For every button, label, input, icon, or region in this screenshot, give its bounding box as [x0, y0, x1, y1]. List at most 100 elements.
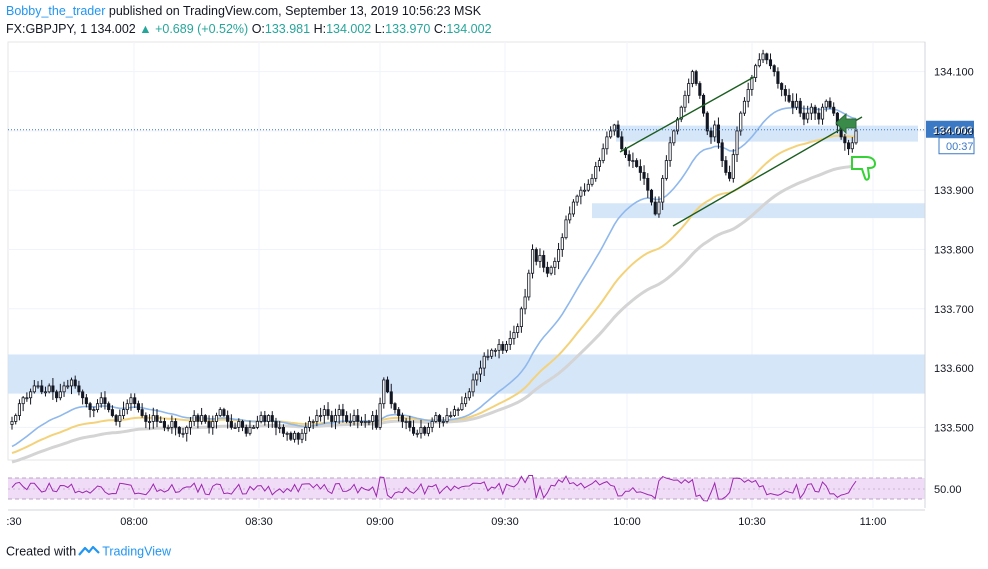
candle-body — [66, 385, 70, 388]
candle-body — [400, 415, 404, 422]
x-tick-label: 09:00 — [366, 516, 394, 528]
candle-body — [534, 249, 538, 262]
candle-body — [363, 421, 367, 423]
candle-body — [720, 142, 724, 161]
candle-body — [597, 160, 602, 167]
candle-body — [259, 415, 263, 422]
candle-body — [300, 432, 304, 440]
candle-body — [151, 415, 155, 422]
candle-body — [95, 403, 100, 411]
candle-body — [426, 426, 430, 434]
high-value: 134.002 — [326, 22, 372, 36]
candle-body — [371, 415, 375, 422]
candle-body — [55, 391, 59, 399]
candle-body — [293, 432, 297, 440]
candle-body — [620, 136, 624, 150]
candle-body — [92, 409, 96, 412]
candle-body — [266, 415, 271, 422]
close-label: C: — [433, 22, 447, 36]
candle-body — [501, 343, 505, 351]
y-tick-label: 133.500 — [934, 422, 974, 434]
candle-body — [307, 421, 311, 428]
candle-body — [497, 343, 501, 351]
candle-body — [110, 409, 114, 416]
candle-body — [77, 385, 81, 393]
candle-body — [850, 142, 854, 150]
author-name[interactable]: Bobby_the_trader — [6, 4, 106, 18]
candle-body — [237, 421, 241, 428]
candle-body — [843, 136, 847, 144]
candle-body — [330, 415, 334, 422]
candle-body — [181, 432, 185, 435]
candle-body — [174, 421, 178, 428]
candle-body — [783, 89, 787, 96]
rsi-level-label: 50.00 — [934, 484, 962, 496]
candle-body — [385, 379, 390, 393]
candle-body — [635, 160, 639, 167]
candle-body — [794, 100, 799, 108]
candle-body — [780, 83, 784, 90]
candle-body — [493, 349, 497, 352]
candle-body — [664, 160, 668, 179]
candle-body — [512, 332, 516, 339]
chart-grid — [7, 41, 926, 508]
candle-body — [527, 272, 531, 298]
candle-body — [170, 421, 174, 428]
candle-body — [638, 166, 642, 173]
candle-body — [646, 177, 650, 191]
candle-body — [605, 136, 609, 150]
open-value: 133.981 — [264, 22, 311, 36]
candle-body — [188, 421, 193, 428]
candle-body — [51, 385, 55, 393]
candle-body — [136, 403, 140, 411]
candle-body — [545, 266, 549, 274]
candle-body — [798, 100, 802, 114]
up-triangle-icon: ▲ — [139, 22, 152, 36]
candle-body — [772, 65, 776, 73]
low-value: 133.970 — [385, 22, 431, 36]
candle-body — [579, 189, 583, 197]
candle-body — [679, 106, 683, 120]
candle-body — [460, 403, 464, 411]
candle-body — [315, 415, 319, 422]
candle-body — [791, 100, 795, 108]
candle-body — [705, 112, 709, 132]
candle-body — [754, 65, 758, 78]
tradingview-brand[interactable]: TradingView — [102, 544, 171, 559]
candle-body — [739, 112, 743, 132]
x-tick-label: 10:30 — [738, 516, 766, 528]
candle-body — [285, 432, 289, 435]
candle-body — [583, 189, 587, 192]
candle-body — [218, 409, 222, 416]
candle-body — [25, 397, 29, 400]
candle-body — [233, 426, 237, 429]
candle-body — [657, 201, 661, 215]
candle-body — [832, 106, 836, 114]
candle-body — [337, 409, 341, 416]
candle-body — [847, 142, 851, 150]
candle-body — [661, 177, 665, 203]
candle-body — [731, 154, 735, 179]
candle-body — [367, 421, 371, 423]
candle-body — [192, 415, 196, 422]
x-tick-label: 08:30 — [245, 516, 273, 528]
chart-axes: :30 08:00 08:30 09:00 09:30 10:00 10:30 11:00 13… — [6, 42, 974, 528]
candle-body — [304, 426, 308, 434]
candle-body — [118, 415, 122, 422]
demand-zone — [8, 354, 925, 394]
candle-body — [575, 195, 579, 203]
candle-body — [404, 421, 408, 423]
candle-body — [185, 426, 189, 434]
candle-body — [36, 385, 40, 388]
candle-body — [434, 415, 438, 422]
candle-body — [58, 391, 62, 399]
candle-body — [155, 415, 159, 422]
candle-body — [601, 148, 605, 161]
price-label-box — [926, 120, 974, 138]
candle-body — [203, 415, 207, 422]
candle-body — [341, 409, 345, 416]
candle-body — [29, 391, 33, 399]
candle-body — [713, 124, 717, 138]
candle-body — [419, 426, 423, 434]
